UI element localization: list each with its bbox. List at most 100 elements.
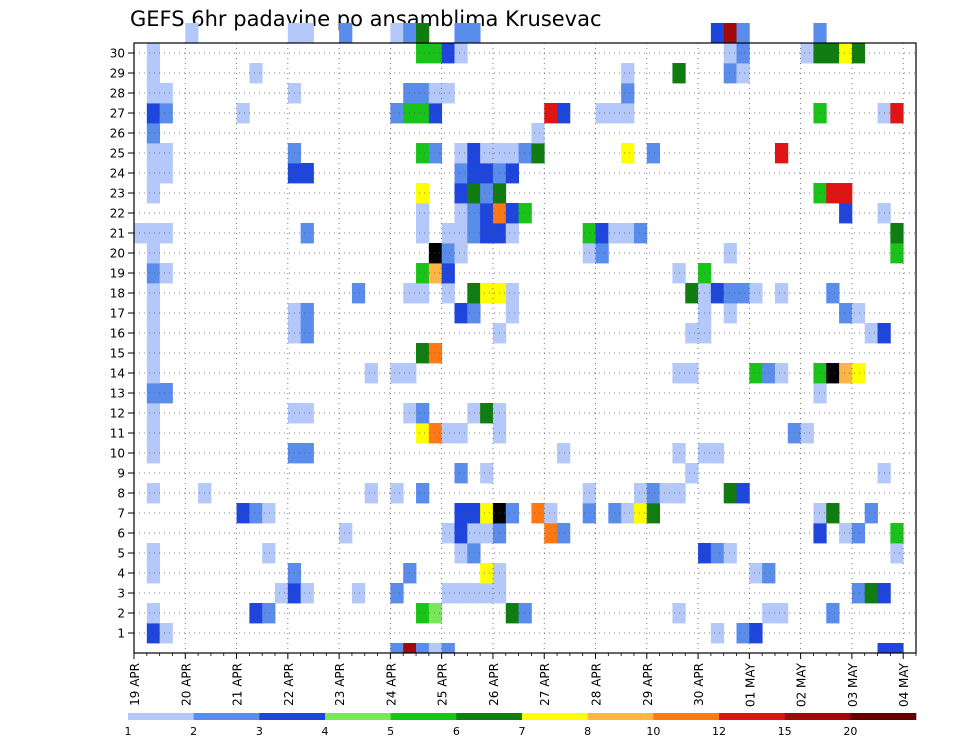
heatmap-cell bbox=[659, 483, 673, 504]
heatmap-cell bbox=[146, 403, 161, 424]
heatmap-cell bbox=[710, 443, 725, 464]
colorbar-label: 1 bbox=[125, 725, 132, 738]
colorbar-swatch bbox=[325, 713, 391, 720]
x-tick-label: 27 APR bbox=[538, 663, 552, 706]
heatmap-cell bbox=[428, 243, 443, 264]
y-tick-label: 1 bbox=[117, 627, 125, 641]
colorbar-label: 7 bbox=[519, 725, 526, 738]
x-tick-label: 28 APR bbox=[590, 663, 604, 706]
heatmap-cell bbox=[467, 23, 481, 44]
heatmap-cell bbox=[441, 523, 455, 544]
heatmap-cell bbox=[864, 583, 878, 604]
heatmap-cell bbox=[339, 523, 353, 544]
heatmap-cell bbox=[774, 363, 789, 384]
heatmap-cell bbox=[146, 563, 161, 584]
y-tick-label: 2 bbox=[117, 607, 125, 621]
heatmap-cell bbox=[159, 383, 173, 404]
heatmap-cell bbox=[146, 183, 161, 204]
heatmap-cell bbox=[441, 583, 455, 604]
heatmap-cell bbox=[454, 223, 468, 244]
heatmap-cell bbox=[890, 223, 904, 244]
heatmap-cell bbox=[736, 63, 750, 84]
heatmap-cell bbox=[351, 583, 366, 604]
heatmap-cell bbox=[339, 23, 353, 44]
y-tick-label: 13 bbox=[110, 387, 125, 401]
heatmap-cell bbox=[428, 103, 443, 124]
heatmap-cell bbox=[544, 523, 558, 544]
heatmap-cell bbox=[813, 183, 827, 204]
heatmap-cell bbox=[262, 503, 276, 524]
heatmap-cell bbox=[736, 283, 750, 304]
heatmap-cell bbox=[762, 363, 776, 384]
heatmap-cell bbox=[467, 183, 481, 204]
x-tick-label: 24 APR bbox=[384, 663, 398, 706]
heatmap-cell bbox=[774, 283, 789, 304]
y-tick-label: 27 bbox=[110, 107, 125, 121]
heatmap-cell bbox=[890, 543, 904, 564]
heatmap-cell bbox=[710, 23, 725, 44]
heatmap-cell bbox=[467, 503, 481, 524]
heatmap-cell bbox=[416, 83, 430, 104]
heatmap-cell bbox=[146, 163, 161, 184]
heatmap-cell bbox=[851, 363, 866, 384]
heatmap-cell bbox=[480, 283, 494, 304]
heatmap-cell bbox=[146, 303, 161, 324]
heatmap-cell bbox=[890, 243, 904, 264]
plot-frame bbox=[133, 42, 917, 654]
heatmap-cell bbox=[685, 463, 699, 484]
colorbar-label: 8 bbox=[584, 725, 591, 738]
x-tick-label: 26 APR bbox=[487, 663, 501, 706]
heatmap-cell bbox=[826, 603, 840, 624]
heatmap-cell bbox=[159, 263, 173, 284]
colorbar-swatch bbox=[784, 713, 851, 720]
heatmap-cell bbox=[762, 563, 776, 584]
heatmap-cell bbox=[851, 583, 866, 604]
heatmap-cell bbox=[595, 243, 609, 264]
heatmap-cell bbox=[723, 63, 737, 84]
heatmap-cell bbox=[416, 603, 430, 624]
heatmap-cell bbox=[364, 483, 378, 504]
heatmap-cell bbox=[390, 363, 404, 384]
colorbar-swatch bbox=[193, 713, 260, 720]
heatmap-cell bbox=[813, 383, 827, 404]
x-axis: 19 APR 20 APR 21 APR 22 APR 23 APR 24 APR 25 A… bbox=[128, 653, 917, 707]
heatmap-cell bbox=[621, 223, 635, 244]
heatmap-cell bbox=[159, 83, 173, 104]
y-tick-label: 24 bbox=[110, 167, 125, 181]
heatmap-cell bbox=[454, 243, 468, 264]
colorbar-label: 6 bbox=[453, 725, 460, 738]
colorbar-swatch bbox=[587, 713, 654, 720]
heatmap-cell bbox=[480, 163, 494, 184]
heatmap-cell bbox=[467, 203, 481, 224]
y-tick-label: 25 bbox=[110, 147, 125, 161]
heatmap-cell bbox=[505, 303, 519, 324]
heatmap-cell bbox=[416, 423, 430, 444]
heatmap-cell bbox=[454, 523, 468, 544]
colorbar-label: 15 bbox=[778, 725, 792, 738]
heatmap-cell bbox=[890, 103, 904, 124]
heatmap-cell bbox=[633, 503, 648, 524]
heatmap-cell bbox=[262, 603, 276, 624]
heatmap-cell bbox=[531, 143, 545, 164]
heatmap-cell bbox=[813, 43, 827, 64]
heatmap-cell bbox=[300, 303, 314, 324]
heatmap-cell bbox=[441, 83, 455, 104]
heatmap-cell bbox=[544, 103, 558, 124]
heatmap-cell bbox=[826, 183, 840, 204]
heatmap-cell bbox=[646, 503, 661, 524]
heatmap-cell bbox=[146, 83, 161, 104]
heatmap-cell bbox=[813, 503, 827, 524]
heatmap-cell bbox=[480, 563, 494, 584]
heatmap-cell bbox=[441, 223, 455, 244]
heatmap-cell bbox=[454, 43, 468, 64]
x-tick-label: 19 APR bbox=[128, 663, 142, 706]
heatmap-cell bbox=[146, 123, 161, 144]
heatmap-cell bbox=[826, 503, 840, 524]
heatmap-cell bbox=[146, 103, 161, 124]
heatmap-cell bbox=[185, 23, 199, 44]
heatmap-cell bbox=[454, 143, 468, 164]
heatmap-cell bbox=[262, 543, 276, 564]
heatmap-cell bbox=[518, 603, 532, 624]
heatmap-cell bbox=[146, 143, 161, 164]
chart-title: GEFS 6hr padavine po ansamblima Krusevac bbox=[130, 7, 602, 31]
